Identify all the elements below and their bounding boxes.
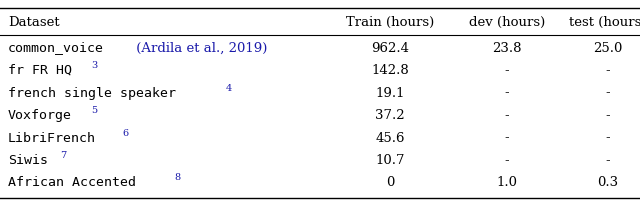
Text: -: -	[505, 154, 509, 167]
Text: -: -	[505, 87, 509, 99]
Text: Dataset: Dataset	[8, 15, 60, 28]
Text: 3: 3	[92, 61, 98, 70]
Text: 0: 0	[386, 177, 394, 190]
Text: 25.0: 25.0	[593, 41, 623, 55]
Text: 4: 4	[226, 83, 232, 92]
Text: Train (hours): Train (hours)	[346, 15, 434, 28]
Text: 10.7: 10.7	[375, 154, 404, 167]
Text: 5: 5	[92, 106, 98, 115]
Text: 142.8: 142.8	[371, 64, 409, 77]
Text: Siwis: Siwis	[8, 154, 48, 167]
Text: (Ardila et al., 2019): (Ardila et al., 2019)	[132, 41, 268, 55]
Text: -: -	[505, 131, 509, 144]
Text: 7: 7	[61, 151, 67, 160]
Text: fr FR HQ: fr FR HQ	[8, 64, 72, 77]
Text: 23.8: 23.8	[492, 41, 522, 55]
Text: 37.2: 37.2	[375, 109, 405, 122]
Text: -: -	[505, 109, 509, 122]
Text: 0.3: 0.3	[597, 177, 619, 190]
Text: African Accented: African Accented	[8, 177, 136, 190]
Text: 8: 8	[174, 173, 180, 183]
Text: 45.6: 45.6	[375, 131, 404, 144]
Text: common_voice: common_voice	[8, 41, 104, 55]
Text: -: -	[505, 64, 509, 77]
Text: 1.0: 1.0	[497, 177, 518, 190]
Text: -: -	[605, 109, 611, 122]
Text: test (hours): test (hours)	[569, 15, 640, 28]
Text: dev (hours): dev (hours)	[469, 15, 545, 28]
Text: -: -	[605, 87, 611, 99]
Text: 6: 6	[122, 129, 129, 137]
Text: french single speaker: french single speaker	[8, 87, 176, 99]
Text: 962.4: 962.4	[371, 41, 409, 55]
Text: 19.1: 19.1	[375, 87, 404, 99]
Text: Voxforge: Voxforge	[8, 109, 72, 122]
Text: -: -	[605, 131, 611, 144]
Text: -: -	[605, 64, 611, 77]
Text: -: -	[605, 154, 611, 167]
Text: LibriFrench: LibriFrench	[8, 131, 96, 144]
